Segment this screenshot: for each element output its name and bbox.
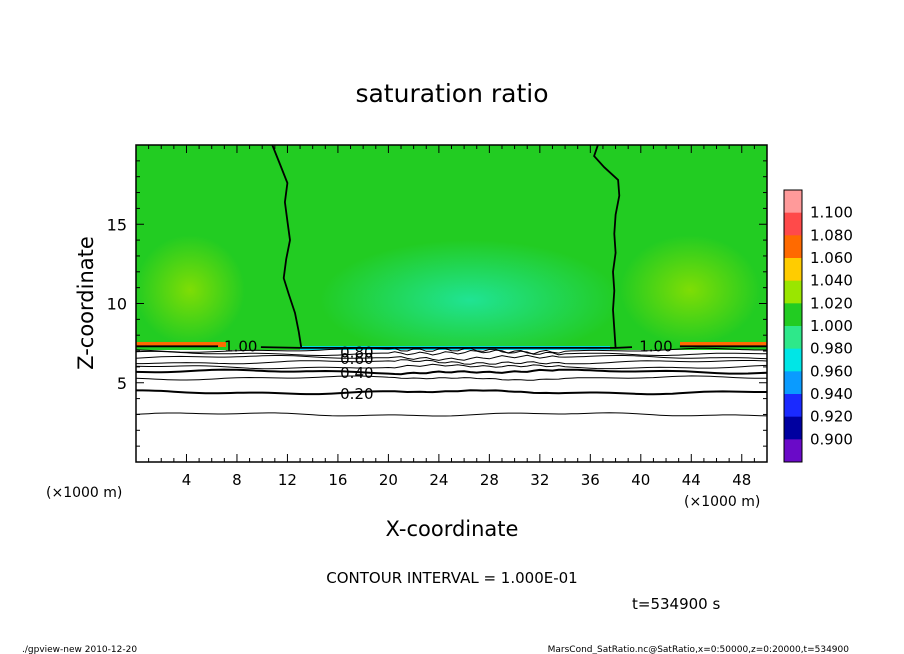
contour-label: 0.60 xyxy=(340,350,373,368)
colorbar-label: 1.040 xyxy=(810,272,853,290)
colorbar-swatch xyxy=(784,280,802,304)
contour-line-1-00 xyxy=(260,346,633,349)
colorbar-swatch xyxy=(784,258,802,282)
contour-lines xyxy=(136,145,767,417)
colorbar-label: 0.920 xyxy=(810,408,853,426)
x-tick-label: 32 xyxy=(530,471,549,489)
x-tick-labels: 4 8 12 16 20 24 28 32 36 40 44 48 xyxy=(182,471,752,489)
contour-label: 0.40 xyxy=(340,364,373,382)
colorbar-label: 1.100 xyxy=(810,204,853,222)
z-tick-label: 15 xyxy=(107,215,127,234)
colorbar-swatch xyxy=(784,235,802,259)
colorbar-label: 0.980 xyxy=(810,340,853,358)
x-tick-label: 8 xyxy=(232,471,242,489)
colorbar-swatch xyxy=(784,371,802,395)
colorbar-swatch xyxy=(784,348,802,372)
contour-line xyxy=(136,359,767,365)
contour-line-1-00 xyxy=(271,145,303,349)
plot-area: 1.00 1.00 0.800.600.40 0.20 xyxy=(136,145,767,462)
footer-right: MarsCond_SatRatio.nc@SatRatio,x=0:50000,… xyxy=(548,645,850,654)
colorbar-swatch xyxy=(784,394,802,418)
contour-line xyxy=(136,389,767,396)
contour-label: 0.20 xyxy=(340,385,373,403)
near-surface-band-left xyxy=(136,342,226,347)
contour-interval: CONTOUR INTERVAL = 1.000E-01 xyxy=(326,569,577,587)
contour-label: 1.00 xyxy=(224,337,257,355)
near-surface-band-right xyxy=(680,342,767,347)
contour-line xyxy=(136,368,767,376)
contour-line xyxy=(136,349,767,356)
x-tick-label: 12 xyxy=(278,471,297,489)
colorbar-label: 1.060 xyxy=(810,249,853,267)
z-tick-label: 10 xyxy=(107,295,127,314)
colorbar-label: 1.020 xyxy=(810,294,853,312)
contour-label: 1.00 xyxy=(639,337,672,355)
unsaturated-region xyxy=(136,350,767,462)
x-tick-label: 44 xyxy=(682,471,701,489)
contour-line xyxy=(136,347,767,355)
footer-left: ./gpview-new 2010-12-20 xyxy=(22,645,137,654)
x-tick-label: 20 xyxy=(379,471,398,489)
colorbar-label: 0.940 xyxy=(810,385,853,403)
contour-line xyxy=(136,375,767,381)
colorbar-label: 0.960 xyxy=(810,362,853,380)
x-unit-left: (×1000 m) xyxy=(46,485,122,501)
x-axis-label: X-coordinate xyxy=(386,517,519,541)
z-axis-label: Z-coordinate xyxy=(74,236,98,370)
contour-line xyxy=(136,354,767,361)
colorbar-swatch xyxy=(784,303,802,327)
supersaturated-patch-right xyxy=(620,235,760,345)
colorbar-swatch xyxy=(784,190,802,214)
colorbar-swatch xyxy=(784,416,802,440)
z-tick-labels: 5 10 15 xyxy=(107,215,127,393)
supersaturated-patch-left xyxy=(136,235,245,345)
chart-title: saturation ratio xyxy=(355,79,548,108)
contour-line-1-00 xyxy=(593,145,621,348)
colorbar-swatch xyxy=(784,326,802,350)
x-tick-label: 16 xyxy=(328,471,347,489)
x-tick-label: 4 xyxy=(182,471,192,489)
colorbar: 1.100 1.080 1.060 1.040 1.020 1.000 0.980 0.960… xyxy=(783,189,853,463)
contour-line xyxy=(136,363,767,370)
colorbar-swatch xyxy=(784,212,802,236)
x-tick-label: 28 xyxy=(480,471,499,489)
x-tick-label: 40 xyxy=(631,471,650,489)
colorbar-label: 0.900 xyxy=(810,430,853,448)
x-unit-right: (×1000 m) xyxy=(684,494,760,510)
colorbar-swatch xyxy=(784,439,802,463)
colorbar-label: 1.080 xyxy=(810,226,853,244)
z-tick-label: 5 xyxy=(117,374,127,393)
x-tick-label: 24 xyxy=(429,471,448,489)
axis-ticks xyxy=(136,145,767,462)
colorbar-label: 1.000 xyxy=(810,317,853,335)
subsaturated-patch-center xyxy=(320,240,620,360)
x-tick-label: 48 xyxy=(732,471,751,489)
x-tick-label: 36 xyxy=(581,471,600,489)
contour-line xyxy=(136,412,767,417)
time-label: t=534900 s xyxy=(632,595,720,613)
colorbar-frame xyxy=(783,189,803,463)
contour-labels: 1.00 1.00 0.800.600.40 0.20 xyxy=(224,337,673,403)
contour-label: 0.80 xyxy=(340,344,373,362)
